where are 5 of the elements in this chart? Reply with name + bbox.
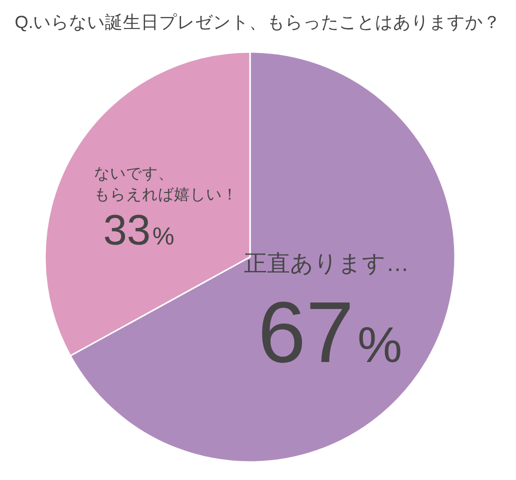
- slice-label: ないです、もらえれば嬉しい！: [94, 166, 238, 204]
- data-label: 67%: [258, 285, 402, 382]
- data-label: 33%: [103, 206, 174, 254]
- slice-label: 正直あります…: [244, 250, 409, 276]
- chart-title: Q.いらない誕生日プレゼント、もらったことはありますか？: [14, 12, 502, 32]
